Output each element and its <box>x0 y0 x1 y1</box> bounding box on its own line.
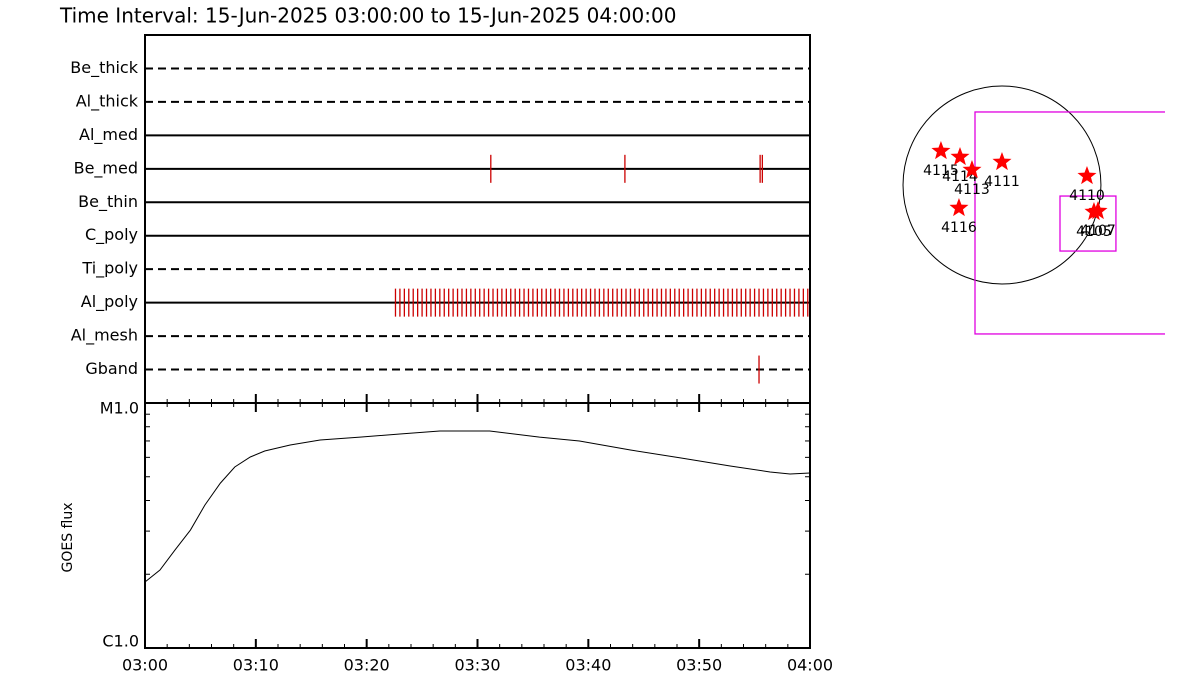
filter-label: Al_thick <box>76 91 139 111</box>
fov-box <box>1059 195 1117 252</box>
x-tick-label: 03:30 <box>454 656 500 675</box>
region-label: 4110 <box>1069 188 1105 204</box>
region-star <box>931 141 951 160</box>
filter-label: C_poly <box>85 225 138 245</box>
goes-curve <box>144 430 811 583</box>
filter-label: Be_med <box>74 158 138 178</box>
filter-label: Al_mesh <box>71 326 138 346</box>
x-tick-label: 03:50 <box>676 656 722 675</box>
sun-map <box>902 85 1165 335</box>
region-label: 4111 <box>984 174 1020 190</box>
region-label: 4116 <box>941 220 977 236</box>
filter-label: Al_poly <box>81 292 138 312</box>
region-label: 4115 <box>923 163 959 179</box>
filter-label: Gband <box>85 359 138 378</box>
filter-label: Be_thick <box>70 58 138 78</box>
x-tick-label: 03:00 <box>122 656 168 675</box>
region-star <box>1077 166 1097 185</box>
region-star <box>950 146 970 166</box>
region-label: 4107 <box>1080 223 1116 239</box>
region-label: 4105 <box>1076 224 1112 240</box>
x-tick-label: 04:00 <box>787 656 833 675</box>
x-tick-label: 03:20 <box>344 656 390 675</box>
x-tick-label: 03:40 <box>565 656 611 675</box>
title: Time Interval: 15-Jun-2025 03:00:00 to 1… <box>59 4 676 28</box>
region-label: 4113 <box>954 182 990 198</box>
y-tick-label: C1.0 <box>102 632 139 651</box>
plot-frame <box>144 34 811 404</box>
region-star <box>992 151 1012 171</box>
region-star <box>949 198 969 217</box>
plot-frame <box>144 402 811 649</box>
filter-label: Be_thin <box>78 192 138 212</box>
filter-label: Al_med <box>79 125 138 145</box>
x-tick-label: 03:10 <box>233 656 279 675</box>
region-star <box>1088 201 1108 220</box>
fov-box <box>974 111 1165 335</box>
filter-label: Ti_poly <box>81 259 138 279</box>
solar-limb <box>902 85 1102 285</box>
y-axis-label: GOES flux <box>60 502 76 572</box>
region-star <box>962 160 982 179</box>
y-tick-label: M1.0 <box>100 399 139 418</box>
